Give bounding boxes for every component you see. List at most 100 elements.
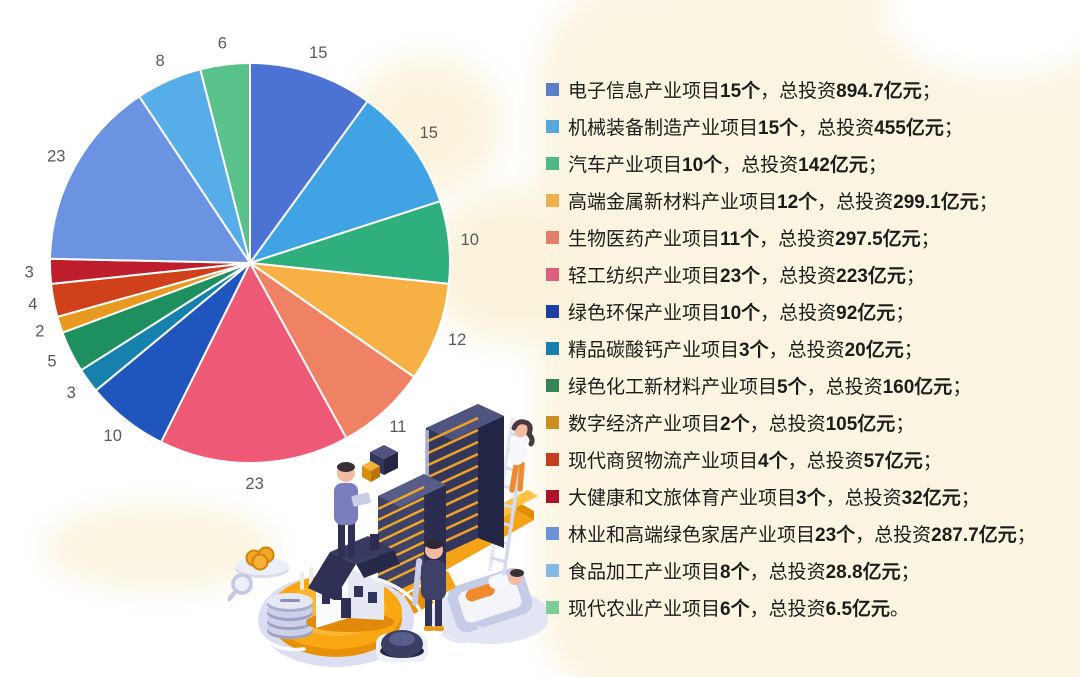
legend-invest-prefix: ，总投资 — [817, 192, 894, 213]
legend-separator: ； — [952, 377, 972, 398]
legend-investment-amount: 299.1亿元 — [893, 192, 979, 213]
legend-project-count: 3个 — [796, 488, 826, 509]
slice-value-label: 23 — [47, 148, 65, 166]
slice-value-label: 5 — [47, 352, 56, 370]
legend-industry-name: 精品碳酸钙产业项目 — [568, 340, 740, 361]
legend-item-4: 生物医药产业项目 11个 ，总投资 297.5亿元； — [546, 219, 1036, 256]
tool — [411, 558, 423, 606]
legend-investment-amount: 894.7亿元 — [836, 81, 922, 102]
legend-industry-name: 绿色环保产业项目 — [568, 303, 721, 324]
legend-project-count: 6个 — [720, 599, 750, 620]
legend-investment-amount: 160亿元 — [882, 377, 953, 398]
legend-swatch-icon — [546, 601, 559, 614]
legend-separator: ； — [867, 155, 887, 176]
legend-swatch-icon — [546, 342, 559, 355]
legend-project-count: 12个 — [777, 192, 818, 213]
legend-item-14: 现代农业产业项目 6个 ，总投资 6.5亿元。 — [546, 589, 1036, 626]
legend-invest-prefix: ，总投资 — [760, 81, 837, 102]
legend-project-count: 5个 — [777, 377, 807, 398]
isometric-key-city-illustration — [228, 404, 548, 677]
pie-slice-14 — [199, 62, 251, 264]
legend-separator: ； — [895, 303, 915, 324]
legend-swatch-icon — [546, 379, 559, 392]
legend-project-count: 15个 — [758, 118, 799, 139]
legend-investment-amount: 223亿元 — [836, 266, 906, 287]
legend-separator: ； — [922, 451, 942, 472]
legend-separator: ； — [960, 488, 980, 509]
legend-item-12: 林业和高端绿色家居产业项目 23个 ，总投资 287.7亿元； — [546, 515, 1036, 552]
legend-project-count: 10个 — [720, 303, 761, 324]
legend-invest-prefix: ，总投资 — [760, 303, 837, 324]
legend-swatch-icon — [546, 416, 559, 429]
house-door — [341, 598, 351, 618]
legend-separator: ； — [920, 229, 940, 250]
legend-separator: ； — [903, 340, 923, 361]
legend-swatch-icon — [546, 490, 559, 503]
slice-value-label: 10 — [461, 231, 479, 249]
legend-industry-name: 机械装备制造产业项目 — [568, 118, 759, 139]
legend-item-5: 轻工纺织产业项目 23个 ，总投资 223亿元； — [546, 256, 1036, 293]
legend-item-0: 电子信息产业项目 15个 ，总投资 894.7亿元； — [546, 71, 1036, 108]
legend-investment-amount: 57亿元 — [863, 451, 923, 472]
lying-person-torso — [488, 573, 509, 589]
legend-separator: 。 — [890, 599, 910, 620]
legend-separator: ； — [921, 81, 941, 102]
legend-item-11: 大健康和文旅体育产业项目 3个 ，总投资 32亿元； — [546, 478, 1036, 515]
legend-investment-amount: 455亿元 — [874, 118, 944, 139]
legend-item-1: 机械装备制造产业项目 15个 ，总投资 455亿元； — [546, 108, 1036, 145]
legend-item-8: 绿色化工新材料产业项目 5个 ，总投资 160亿元； — [546, 367, 1036, 404]
legend-invest-prefix: ，总投资 — [749, 414, 826, 435]
legend-investment-amount: 6.5亿元 — [825, 599, 891, 620]
white-cable — [254, 620, 306, 652]
legend-swatch-icon — [546, 120, 559, 133]
legend-industry-name: 高端金属新材料产业项目 — [568, 192, 778, 213]
laptop — [351, 492, 371, 507]
legend-item-2: 汽车产业项目 10个 ，总投资 142亿元； — [546, 145, 1036, 182]
legend-project-count: 2个 — [720, 414, 750, 435]
legend-item-6: 绿色环保产业项目 10个 ，总投资 92亿元； — [546, 293, 1036, 330]
legend-swatch-icon — [546, 268, 559, 281]
lying-person-legs — [465, 583, 495, 602]
slice-value-label: 15 — [420, 124, 438, 142]
legend-investment-amount: 142亿元 — [798, 155, 868, 176]
legend-swatch-icon — [546, 305, 559, 318]
legend-item-7: 精品碳酸钙产业项目 3个 ，总投资 20亿元； — [546, 330, 1036, 367]
legend-project-count: 3个 — [739, 340, 769, 361]
legend-separator: ； — [978, 192, 998, 213]
legend-industry-name: 电子信息产业项目 — [568, 81, 721, 102]
slice-value-label: 12 — [448, 331, 466, 349]
legend-industry-name: 现代农业产业项目 — [568, 599, 721, 620]
legend-invest-prefix: ，总投资 — [798, 118, 875, 139]
legend-industry-name: 现代商贸物流产业项目 — [568, 451, 759, 472]
legend-item-13: 食品加工产业项目 8个 ，总投资 28.8亿元； — [546, 552, 1036, 589]
slice-value-label: 6 — [218, 35, 227, 53]
dome-button — [376, 630, 428, 662]
legend-industry-name: 数字经济产业项目 — [568, 414, 721, 435]
legend-swatch-icon — [546, 194, 559, 207]
legend-industry-name: 大健康和文旅体育产业项目 — [568, 488, 797, 509]
slice-value-label: 2 — [35, 322, 44, 340]
floating-boxes — [362, 445, 398, 482]
legend-swatch-icon — [546, 564, 559, 577]
legend-swatch-icon — [546, 453, 559, 466]
legend-invest-prefix: ，总投资 — [825, 488, 902, 509]
legend-swatch-icon — [546, 527, 559, 540]
legend-project-count: 15个 — [720, 81, 761, 102]
man-with-laptop — [334, 462, 371, 558]
coin-stack-silver — [267, 593, 313, 639]
legend-item-9: 数字经济产业项目 2个 ，总投资 105亿元； — [546, 404, 1036, 441]
legend-industry-name: 生物医药产业项目 — [568, 229, 721, 250]
legend-separator: ； — [943, 118, 963, 139]
legend-separator: ； — [905, 266, 925, 287]
pie-slice-12 — [49, 95, 251, 264]
legend-invest-prefix: ，总投资 — [787, 451, 864, 472]
slice-value-label: 11 — [389, 418, 406, 436]
legend-project-count: 23个 — [720, 266, 761, 287]
pie-slice-5 — [160, 262, 348, 464]
legend: 电子信息产业项目 15个 ，总投资 894.7亿元；机械装备制造产业项目 15个 ，总投资… — [546, 71, 1036, 626]
slice-value-label: 10 — [104, 427, 122, 445]
legend-investment-amount: 28.8亿元 — [825, 562, 901, 583]
legend-investment-amount: 20亿元 — [844, 340, 904, 361]
legend-swatch-icon — [546, 231, 559, 244]
